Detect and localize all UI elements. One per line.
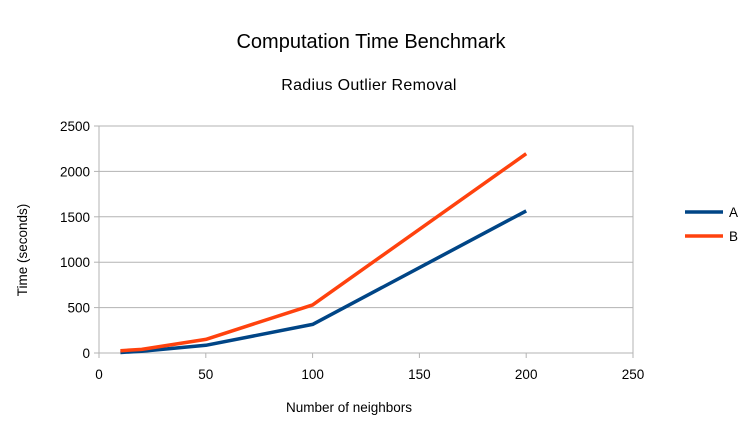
chart-title: Computation Time Benchmark (236, 31, 506, 53)
legend-label-b: B (729, 229, 738, 244)
y-axis-label: Time (seconds) (15, 204, 30, 297)
x-tick-label: 50 (198, 367, 213, 382)
x-tick-label: 150 (408, 367, 431, 382)
series-line-b (120, 152, 528, 353)
x-tick-label: 0 (95, 367, 103, 382)
x-axis-label: Number of neighbors (286, 400, 412, 415)
y-tick-label: 2500 (60, 119, 90, 134)
series-lines (120, 152, 528, 355)
chart-subtitle: Radius Outlier Removal (281, 77, 457, 94)
y-tick-label: 500 (67, 301, 90, 316)
legend-label-a: A (729, 205, 738, 220)
legend: AB (685, 205, 738, 244)
x-axis-ticks: 0 50 100 150 200 250 (95, 353, 644, 382)
y-tick-label: 1500 (60, 210, 90, 225)
x-tick-label: 250 (622, 367, 645, 382)
y-tick-label: 0 (82, 346, 90, 361)
grid-lines (99, 170, 633, 309)
plot-area (98, 125, 634, 354)
x-tick-label: 100 (301, 367, 324, 382)
y-tick-label: 1000 (60, 255, 90, 270)
x-tick-label: 200 (515, 367, 538, 382)
series-line-a (120, 209, 528, 355)
y-axis-ticks: 0 500 1000 1500 2000 2500 (60, 119, 99, 361)
y-tick-label: 2000 (60, 164, 90, 179)
